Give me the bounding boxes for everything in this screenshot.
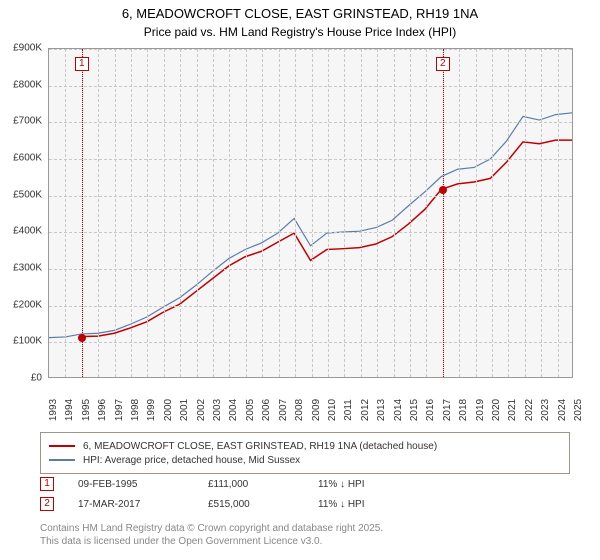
sale-row-1: 1 09-FEB-1995 £111,000 11% ↓ HPI [40, 474, 570, 494]
x-tick-label: 2013 [376, 399, 387, 421]
y-tick-label: £100K [13, 336, 42, 347]
x-tick-label: 2024 [557, 399, 568, 421]
x-tick-label: 2006 [261, 399, 272, 421]
legend: 6, MEADOWCROFT CLOSE, EAST GRINSTEAD, RH… [40, 432, 570, 474]
sales-table: 1 09-FEB-1995 £111,000 11% ↓ HPI 2 17-MA… [40, 474, 570, 514]
x-tick-label: 2010 [327, 399, 338, 421]
y-tick-label: £0 [31, 373, 42, 384]
series-line-property [82, 140, 572, 336]
sale-marker-1: 1 [40, 477, 54, 491]
x-tick-label: 1995 [81, 399, 92, 421]
chart-lines [49, 49, 572, 377]
x-tick-label: 1997 [114, 399, 125, 421]
plot-area: 12 [48, 48, 573, 378]
y-tick-label: £600K [13, 153, 42, 164]
x-tick-label: 2007 [278, 399, 289, 421]
y-tick-label: £500K [13, 189, 42, 200]
y-axis-labels: £0£100K£200K£300K£400K£500K£600K£700K£80… [0, 48, 46, 378]
x-tick-label: 1999 [146, 399, 157, 421]
sale-price-2: £515,000 [208, 499, 318, 510]
legend-label-hpi: HPI: Average price, detached house, Mid … [83, 455, 300, 466]
y-tick-label: £700K [13, 116, 42, 127]
x-tick-label: 2020 [491, 399, 502, 421]
footer-line-1: Contains HM Land Registry data © Crown c… [40, 522, 383, 535]
x-tick-label: 2025 [573, 399, 584, 421]
sale-marker-box-1: 1 [75, 57, 89, 71]
y-tick-label: £300K [13, 263, 42, 274]
x-tick-label: 2004 [228, 399, 239, 421]
x-tick-label: 2018 [458, 399, 469, 421]
legend-swatch-property [49, 445, 75, 447]
x-tick-label: 2012 [360, 399, 371, 421]
x-tick-label: 2014 [393, 399, 404, 421]
x-tick-label: 1998 [130, 399, 141, 421]
series-line-hpi [49, 113, 572, 338]
x-tick-label: 2008 [294, 399, 305, 421]
sale-marker-2: 2 [40, 497, 54, 511]
x-tick-label: 2016 [425, 399, 436, 421]
x-tick-label: 2021 [507, 399, 518, 421]
legend-label-property: 6, MEADOWCROFT CLOSE, EAST GRINSTEAD, RH… [83, 441, 437, 452]
x-tick-label: 2017 [442, 399, 453, 421]
x-tick-label: 2001 [179, 399, 190, 421]
x-tick-label: 1996 [97, 399, 108, 421]
sale-vs-hpi-1: 11% ↓ HPI [318, 479, 438, 490]
x-tick-label: 2023 [540, 399, 551, 421]
x-tick-label: 2000 [163, 399, 174, 421]
x-tick-label: 2011 [343, 399, 354, 421]
footer-line-2: This data is licensed under the Open Gov… [40, 535, 383, 548]
x-tick-label: 1993 [48, 399, 59, 421]
sale-date-1: 09-FEB-1995 [78, 479, 208, 490]
chart-container: 6, MEADOWCROFT CLOSE, EAST GRINSTEAD, RH… [0, 0, 600, 560]
y-tick-label: £200K [13, 299, 42, 310]
x-tick-label: 2022 [524, 399, 535, 421]
y-tick-label: £900K [13, 43, 42, 54]
sale-price-1: £111,000 [208, 479, 318, 490]
x-tick-label: 1994 [64, 399, 75, 421]
x-axis-labels: 1993 1994 1995 1996 1997 1998 1999 2000 2001 2002… [48, 378, 573, 428]
page-title: 6, MEADOWCROFT CLOSE, EAST GRINSTEAD, RH… [0, 0, 600, 21]
sale-point-2 [439, 186, 447, 194]
legend-item-hpi: HPI: Average price, detached house, Mid … [49, 453, 561, 467]
legend-swatch-hpi [49, 459, 75, 461]
x-tick-label: 2009 [311, 399, 322, 421]
legend-item-property: 6, MEADOWCROFT CLOSE, EAST GRINSTEAD, RH… [49, 439, 561, 453]
x-tick-label: 2005 [245, 399, 256, 421]
sale-point-1 [78, 334, 86, 342]
sale-marker-box-2: 2 [436, 57, 450, 71]
page-subtitle: Price paid vs. HM Land Registry's House … [0, 21, 600, 39]
x-tick-label: 2003 [212, 399, 223, 421]
x-tick-label: 2019 [475, 399, 486, 421]
sale-date-2: 17-MAR-2017 [78, 499, 208, 510]
sale-row-2: 2 17-MAR-2017 £515,000 11% ↓ HPI [40, 494, 570, 514]
footer-attribution: Contains HM Land Registry data © Crown c… [40, 522, 383, 548]
x-tick-label: 2015 [409, 399, 420, 421]
y-tick-label: £800K [13, 79, 42, 90]
x-tick-label: 2002 [196, 399, 207, 421]
y-tick-label: £400K [13, 226, 42, 237]
sale-vs-hpi-2: 11% ↓ HPI [318, 499, 438, 510]
